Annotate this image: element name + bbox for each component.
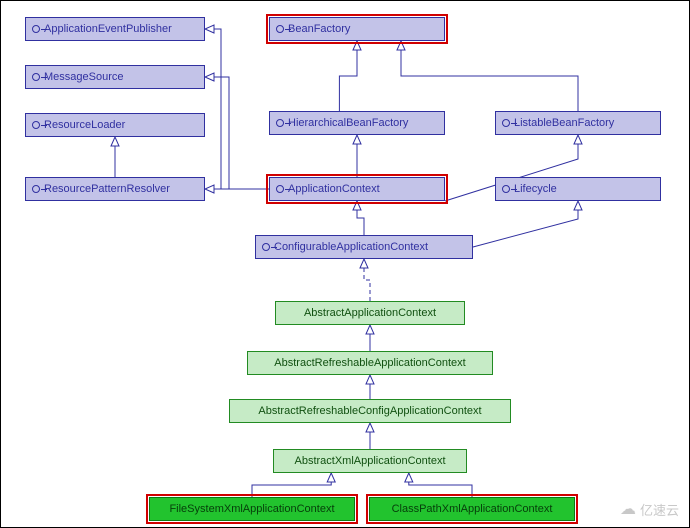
node-label: ResourceLoader — [44, 119, 125, 131]
node-AXAC: AbstractXmlApplicationContext — [273, 449, 467, 473]
node-label: ApplicationContext — [288, 183, 380, 195]
node-RL: ResourceLoader — [25, 113, 205, 137]
edge-AAC-CAC — [364, 259, 370, 301]
interface-icon — [262, 243, 270, 251]
node-HBF: HierarchicalBeanFactory — [269, 111, 445, 135]
edge-HBF-BF — [339, 41, 357, 111]
node-label: FileSystemXmlApplicationContext — [169, 503, 334, 515]
edge-LBF-BF — [401, 41, 578, 111]
edge-CPX-AXAC — [409, 473, 472, 497]
node-CAC: ConfigurableApplicationContext — [255, 235, 473, 259]
node-label: Lifecycle — [514, 183, 557, 195]
interface-icon — [276, 185, 284, 193]
interface-icon — [32, 73, 40, 81]
node-LBF: ListableBeanFactory — [495, 111, 661, 135]
node-label: BeanFactory — [288, 23, 350, 35]
interface-icon — [32, 185, 40, 193]
node-label: AbstractApplicationContext — [304, 307, 436, 319]
node-LC: Lifecycle — [495, 177, 661, 201]
node-RPR: ResourcePatternResolver — [25, 177, 205, 201]
node-ARCAC: AbstractRefreshableConfigApplicationCont… — [229, 399, 511, 423]
diagram-canvas: ApplicationEventPublisher BeanFactory Mess… — [0, 0, 690, 528]
edge-FSX-AXAC — [252, 473, 331, 497]
watermark-text: 亿速云 — [640, 500, 679, 519]
edge-AC-MS — [205, 77, 269, 189]
node-ARAC: AbstractRefreshableApplicationContext — [247, 351, 493, 375]
node-label: ResourcePatternResolver — [44, 183, 170, 195]
node-label: MessageSource — [44, 71, 124, 83]
node-label: AbstractRefreshableConfigApplicationCont… — [258, 405, 481, 417]
node-label: HierarchicalBeanFactory — [288, 117, 408, 129]
node-AEP: ApplicationEventPublisher — [25, 17, 205, 41]
node-label: ListableBeanFactory — [514, 117, 614, 129]
edge-AC-AEP — [205, 29, 269, 189]
node-FSX: FileSystemXmlApplicationContext — [149, 497, 355, 521]
node-CPX: ClassPathXmlApplicationContext — [369, 497, 575, 521]
edge-CAC-LC — [473, 201, 578, 247]
watermark: ☁ 亿速云 — [620, 499, 679, 519]
interface-icon — [276, 119, 284, 127]
node-AC: ApplicationContext — [269, 177, 445, 201]
node-label: AbstractRefreshableApplicationContext — [274, 357, 465, 369]
node-MS: MessageSource — [25, 65, 205, 89]
interface-icon — [32, 25, 40, 33]
interface-icon — [32, 121, 40, 129]
node-label: ClassPathXmlApplicationContext — [392, 503, 553, 515]
node-label: ApplicationEventPublisher — [44, 23, 172, 35]
node-label: AbstractXmlApplicationContext — [294, 455, 445, 467]
interface-icon — [502, 185, 510, 193]
interface-icon — [502, 119, 510, 127]
node-AAC: AbstractApplicationContext — [275, 301, 465, 325]
cloud-icon: ☁ — [620, 499, 636, 519]
interface-icon — [276, 25, 284, 33]
edge-CAC-AC — [357, 201, 364, 235]
node-label: ConfigurableApplicationContext — [274, 241, 428, 253]
node-BF: BeanFactory — [269, 17, 445, 41]
